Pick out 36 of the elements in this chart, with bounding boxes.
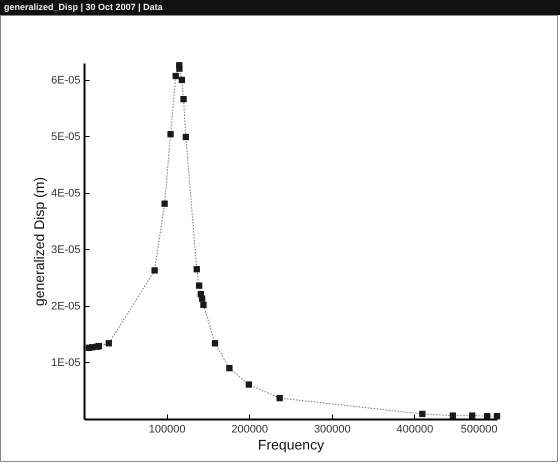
x-tick-label: 500000 xyxy=(460,424,498,436)
point xyxy=(419,410,426,418)
x-axis-title: Frequency xyxy=(258,436,324,452)
y-tick-label: 2E-05 xyxy=(51,300,80,312)
point xyxy=(276,394,283,402)
point xyxy=(176,65,183,72)
point xyxy=(212,340,218,346)
point xyxy=(200,302,207,308)
point xyxy=(180,96,187,102)
x-tick-label: 200000 xyxy=(231,424,268,436)
y-tick-label: 1E-05 xyxy=(51,356,80,369)
x-tick-label: 300000 xyxy=(314,424,351,436)
point xyxy=(106,340,112,346)
point xyxy=(151,267,158,274)
point xyxy=(161,200,168,207)
point xyxy=(450,412,456,419)
chart-title: generalized_Disp | 30 Oct 2007 | Data xyxy=(0,0,560,15)
point xyxy=(226,364,233,372)
point xyxy=(484,413,490,420)
point xyxy=(182,134,190,140)
y-tick-label: 4E-05 xyxy=(51,187,80,200)
point xyxy=(178,76,186,84)
x-tick-label: 400000 xyxy=(396,424,434,436)
point xyxy=(494,413,500,420)
y-tick-label: 6E-05 xyxy=(51,74,80,86)
point xyxy=(194,266,200,272)
y-tick-label: 3E-05 xyxy=(51,244,80,256)
point xyxy=(468,412,476,419)
point xyxy=(198,295,206,302)
y-axis-title: generalized Disp (m) xyxy=(31,176,48,306)
point xyxy=(196,282,202,289)
x-tick-label: 100000 xyxy=(148,424,186,436)
y-tick-label: 5E-05 xyxy=(51,130,80,143)
point xyxy=(172,72,179,80)
point xyxy=(246,381,252,388)
point xyxy=(167,131,174,138)
